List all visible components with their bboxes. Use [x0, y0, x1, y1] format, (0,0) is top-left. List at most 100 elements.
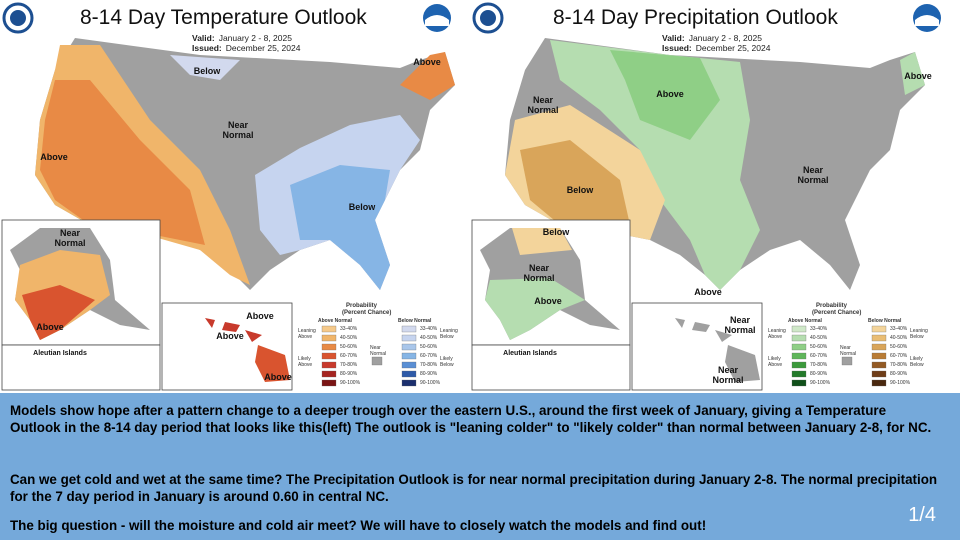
legend-swatch [321, 361, 337, 369]
legend-range: 80-90% [420, 371, 438, 377]
region-label: Above [656, 89, 684, 99]
legend-range: 70-80% [340, 362, 358, 368]
legend-swatch [791, 325, 807, 333]
legend-swatch [401, 325, 417, 333]
legend-subtitle: (Percent Chance) [342, 310, 392, 316]
meta-value: January 2 - 8, 2025 [688, 33, 762, 43]
meta-value: December 25, 2024 [225, 43, 301, 53]
region-label: Above [694, 287, 722, 297]
legend-range: 90-100% [890, 380, 911, 386]
legend-range: 40-50% [420, 335, 438, 341]
legend-header: Below Normal [868, 318, 902, 324]
legend-swatch [791, 370, 807, 378]
issued-line: Issued: December 25, 2024 [662, 43, 770, 53]
legend-swatch [841, 356, 853, 366]
map-title: 8-14 Day Temperature Outlook [80, 6, 367, 29]
legend-group: Likely Above [298, 356, 313, 368]
legend-range: 50-60% [340, 344, 358, 350]
paragraph: The big question - will the moisture and… [10, 518, 707, 533]
legend-swatch [871, 325, 887, 333]
legend-range: 50-60% [810, 344, 828, 350]
legend-swatch [401, 343, 417, 351]
aleutian-label: Aleutian Islands [503, 350, 557, 357]
paragraph: Can we get cold and wet at the same time… [10, 472, 938, 504]
legend-group: Likely Below [910, 356, 924, 368]
region-label: Above [413, 57, 441, 67]
region-label: Near Normal [222, 120, 254, 140]
region-label: Above [246, 311, 274, 321]
legend-group: Leaning Below [910, 328, 928, 340]
legend-range: 70-80% [890, 362, 908, 368]
legend-swatch [371, 356, 383, 366]
legend-range: 50-60% [420, 344, 438, 350]
legend-swatch [791, 352, 807, 360]
legend-range: 33-40% [810, 326, 828, 332]
legend-range: 33-40% [420, 326, 438, 332]
region-label: Near Normal [527, 95, 559, 115]
legend-subtitle: (Percent Chance) [812, 310, 862, 316]
region-label: Below [566, 185, 594, 195]
legend-range: 80-90% [890, 371, 908, 377]
legend-range: 90-100% [420, 380, 441, 386]
legend-swatch [401, 379, 417, 387]
valid-line: Valid: January 2 - 8, 2025 [192, 33, 292, 43]
legend-range: 80-90% [340, 371, 358, 377]
meta-label: Valid: [192, 33, 215, 43]
legend-swatch [401, 361, 417, 369]
legend-range: 60-70% [340, 353, 358, 359]
legend-range: 33-40% [890, 326, 908, 332]
precip-map [471, 2, 941, 391]
legend-swatch [321, 379, 337, 387]
legend-swatch [321, 370, 337, 378]
legend-swatch [321, 325, 337, 333]
region-label: Near Normal [523, 263, 555, 283]
temp-map [1, 2, 455, 391]
region-label: Near Normal [712, 365, 744, 385]
legend-swatch [871, 334, 887, 342]
legend-swatch [401, 352, 417, 360]
meta-label: Issued: [662, 43, 692, 53]
meta-value: December 25, 2024 [695, 43, 771, 53]
legend-range: 60-70% [890, 353, 908, 359]
region-label: Above [40, 152, 68, 162]
legend-swatch [871, 370, 887, 378]
legend-swatch [321, 352, 337, 360]
region-label: Below [348, 202, 376, 212]
legend-swatch [791, 334, 807, 342]
legend-swatch [791, 343, 807, 351]
legend-swatch [871, 361, 887, 369]
meta-label: Valid: [662, 33, 685, 43]
legend-range: 40-50% [340, 335, 358, 341]
legend-group: Likely Below [440, 356, 454, 368]
text-panel: Models show hope after a pattern change … [0, 393, 960, 540]
region-label: Near Normal [54, 228, 86, 248]
legend-header: Below Normal [398, 318, 432, 324]
legend-near: Near Normal [840, 345, 857, 357]
legend-range: 80-90% [810, 371, 828, 377]
region-label: Above [904, 71, 932, 81]
region-label: Near Normal [797, 165, 829, 185]
legend-swatch [321, 343, 337, 351]
region-label: Above [36, 322, 64, 332]
legend-group: Likely Above [768, 356, 783, 368]
legend-range: 50-60% [890, 344, 908, 350]
legend-header: Above Normal [788, 318, 822, 324]
paragraph: Models show hope after a pattern change … [10, 403, 932, 435]
legend-range: 40-50% [890, 335, 908, 341]
map-title: 8-14 Day Precipitation Outlook [553, 6, 838, 29]
legend-range: 90-100% [340, 380, 361, 386]
issued-line: Issued: December 25, 2024 [192, 43, 300, 53]
legend-range: 60-70% [810, 353, 828, 359]
meta-label: Issued: [192, 43, 222, 53]
meta-value: January 2 - 8, 2025 [218, 33, 292, 43]
legend-swatch [791, 379, 807, 387]
region-label: Above [534, 296, 562, 306]
region-label: Above [216, 331, 244, 341]
legend-range: 40-50% [810, 335, 828, 341]
legend-title: Probability [346, 303, 378, 309]
legend-swatch [871, 379, 887, 387]
region-label: Near Normal [724, 315, 756, 335]
legend-range: 70-80% [420, 362, 438, 368]
legend-swatch [401, 334, 417, 342]
legend-group: Leaning Below [440, 328, 458, 340]
